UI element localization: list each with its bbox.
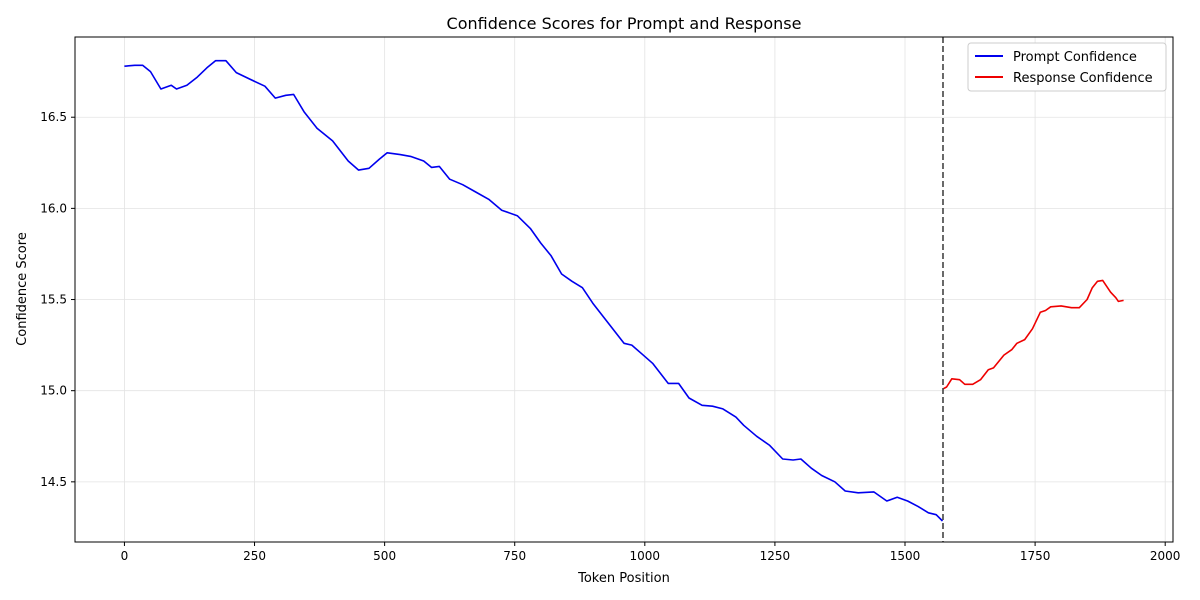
x-axis-label: Token Position bbox=[577, 571, 670, 586]
x-tick-label: 1500 bbox=[890, 549, 921, 563]
y-tick-label: 15.0 bbox=[40, 384, 67, 398]
response-confidence-line bbox=[942, 279, 1124, 390]
legend-label-response: Response Confidence bbox=[1013, 71, 1153, 86]
x-tick-label: 500 bbox=[373, 549, 396, 563]
grid bbox=[75, 37, 1173, 542]
plot-lines bbox=[124, 37, 1124, 542]
legend-box bbox=[967, 42, 1167, 92]
y-axis-label: Confidence Score bbox=[15, 232, 30, 346]
x-tick-label: 750 bbox=[503, 549, 526, 563]
chart-title: Confidence Scores for Prompt and Respons… bbox=[447, 14, 802, 33]
y-tick-label: 14.5 bbox=[40, 475, 67, 489]
axis-ticks: 0 250 500 750 1000 1250 1500 1750 2000 14.5 15.0 15… bbox=[40, 110, 1180, 563]
y-tick-label: 16.5 bbox=[40, 110, 67, 124]
prompt-confidence-line bbox=[124, 59, 944, 522]
legend: Prompt Confidence Response Confidence bbox=[967, 42, 1167, 92]
x-tick-label: 0 bbox=[121, 549, 129, 563]
x-tick-label: 2000 bbox=[1150, 549, 1181, 563]
x-tick-label: 1750 bbox=[1020, 549, 1051, 563]
y-tick-label: 16.0 bbox=[40, 201, 67, 215]
x-tick-label: 250 bbox=[243, 549, 266, 563]
plot-frame bbox=[74, 36, 1174, 543]
x-tick-label: 1000 bbox=[630, 549, 661, 563]
legend-label-prompt: Prompt Confidence bbox=[1013, 50, 1137, 65]
y-tick-label: 15.5 bbox=[40, 293, 67, 307]
x-tick-label: 1250 bbox=[760, 549, 791, 563]
